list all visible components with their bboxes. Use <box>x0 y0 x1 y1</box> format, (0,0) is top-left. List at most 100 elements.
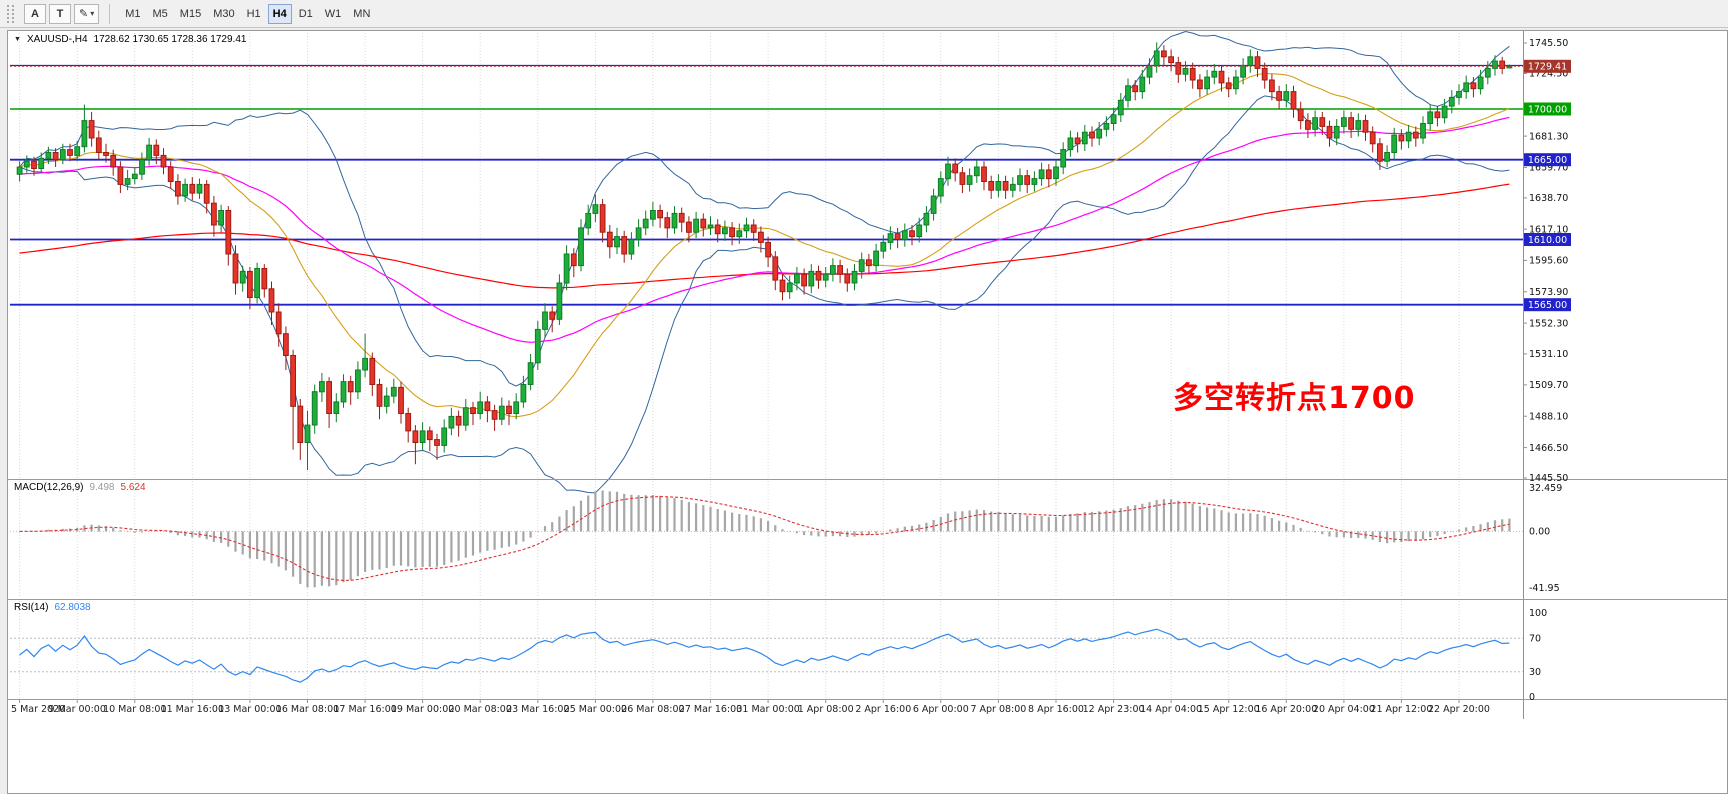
period-button-w1[interactable]: W1 <box>324 7 342 20</box>
time-tick-label: 21 Apr 12:00 <box>1370 704 1432 715</box>
chevron-down-icon: ▾ <box>90 9 95 18</box>
price-tick-label: 1681.30 <box>1529 131 1568 142</box>
bollinger-lower-line <box>19 95 1510 494</box>
fast-ma-line <box>19 72 1510 418</box>
pencil-icon: ✎ <box>79 8 89 20</box>
price-tick-label: 1659.70 <box>1529 163 1568 174</box>
chart-header: ▼ XAUUSD-,H4 1728.62 1730.65 1728.36 172… <box>14 34 246 45</box>
time-tick-label: 17 Mar 16:00 <box>333 704 396 715</box>
time-tick-label: 15 Apr 12:00 <box>1198 704 1260 715</box>
time-tick-label: 8 Apr 16:00 <box>1028 704 1084 715</box>
grid-layer <box>19 33 1460 698</box>
rsi-header: RSI(14) 62.8038 <box>14 602 91 613</box>
price-tag: 1610.00 <box>1524 233 1571 246</box>
period-button-m5[interactable]: M5 <box>152 7 168 20</box>
label-tool-button[interactable]: T <box>49 3 71 24</box>
macd-tick-label: -41.95 <box>1529 583 1560 594</box>
time-tick-label: 9 Mar 00:00 <box>49 704 106 715</box>
rsi-tick-label: 0 <box>1529 692 1535 703</box>
macd-header: MACD(12,26,9) 9.498 5.624 <box>14 482 146 493</box>
time-tick-label: 2 Apr 16:00 <box>855 704 911 715</box>
price-tick-label: 1552.30 <box>1529 318 1568 329</box>
price-tag: 1565.00 <box>1524 298 1571 312</box>
svg-text:1700.00: 1700.00 <box>1528 104 1567 115</box>
ohlc-values: 1728.62 1730.65 1728.36 1729.41 <box>93 34 247 45</box>
chart-svg[interactable]: 1745.50 1724.50 1681.30 1659.70 1638.70 1617.… <box>8 31 1728 793</box>
candles-layer <box>16 42 1513 470</box>
time-tick-label: 7 Apr 08:00 <box>970 704 1026 715</box>
price-tag: 1665.00 <box>1524 153 1571 167</box>
price-tick-label: 1595.60 <box>1529 256 1568 267</box>
rsi-line <box>19 628 1510 683</box>
period-button-m1[interactable]: M1 <box>125 7 141 20</box>
symbol-period-label: XAUUSD-,H4 <box>26 34 88 45</box>
price-tag: 1700.00 <box>1524 102 1571 116</box>
medium-ma-line <box>19 116 1510 343</box>
price-tick-label: 1573.90 <box>1529 287 1568 298</box>
svg-text:1665.00: 1665.00 <box>1528 155 1567 166</box>
rsi-tick-label: 30 <box>1529 667 1541 678</box>
indicator-lines-layer <box>19 31 1510 494</box>
time-tick-label: 20 Mar 08:00 <box>448 704 511 715</box>
text-tool-button[interactable]: A <box>24 3 46 24</box>
toolbar-separator <box>109 3 111 24</box>
rsi-tick-label: 100 <box>1529 608 1547 619</box>
macd-label: MACD(12,26,9) <box>14 482 84 493</box>
price-tick-label: 1745.50 <box>1529 38 1568 49</box>
time-tick-label: 13 Mar 00:00 <box>218 704 281 715</box>
price-tick-label: 1488.10 <box>1529 411 1568 422</box>
period-button-mn[interactable]: MN <box>353 7 371 20</box>
time-tick-label: 1 Apr 08:00 <box>798 704 854 715</box>
price-tick-label: 1509.70 <box>1529 380 1568 391</box>
chart-window: 1745.50 1724.50 1681.30 1659.70 1638.70 1617.… <box>7 30 1728 794</box>
toolbar-grip[interactable] <box>7 4 14 23</box>
time-tick-label: 31 Mar 00:00 <box>736 704 799 715</box>
period-button-m30[interactable]: M30 <box>213 7 235 20</box>
macd-signal-value: 5.624 <box>120 482 146 493</box>
bollinger-upper-line <box>19 31 1510 387</box>
rsi-panel: 100 70 30 0 <box>10 608 1547 703</box>
rsi-tick-label: 70 <box>1529 633 1541 644</box>
draw-tool-button[interactable]: ✎ ▾ <box>74 3 100 24</box>
macd-tick-label: 0.00 <box>1529 527 1550 538</box>
svg-text:1729.41: 1729.41 <box>1528 62 1567 73</box>
period-button-h4[interactable]: H4 <box>267 3 292 24</box>
time-tick-label: 22 Apr 20:00 <box>1428 704 1490 715</box>
slow-ma-line <box>19 183 1510 289</box>
collapse-triangle-icon[interactable]: ▼ <box>14 36 21 43</box>
svg-text:1565.00: 1565.00 <box>1528 300 1567 311</box>
price-tick-label: 1445.50 <box>1529 473 1568 484</box>
time-tick-label: 16 Mar 08:00 <box>276 704 339 715</box>
time-tick-label: 5 Mar 2020 <box>11 704 65 715</box>
period-button-m15[interactable]: M15 <box>179 7 202 20</box>
time-tick-label: 27 Mar 16:00 <box>679 704 742 715</box>
time-tick-label: 12 Apr 23:00 <box>1083 704 1145 715</box>
time-tick-label: 10 Mar 08:00 <box>103 704 166 715</box>
hlines-layer <box>10 64 1523 306</box>
rsi-value: 62.8038 <box>54 602 91 613</box>
period-button-d1[interactable]: D1 <box>298 7 313 20</box>
period-button-h1[interactable]: H1 <box>246 7 261 20</box>
rsi-label: RSI(14) <box>14 602 49 613</box>
price-tick-label: 1466.50 <box>1529 443 1568 454</box>
price-tag: 1729.41 <box>1524 59 1571 73</box>
time-tick-label: 19 Mar 00:00 <box>391 704 454 715</box>
macd-signal-line <box>19 496 1510 581</box>
time-tick-label: 6 Apr 00:00 <box>913 704 969 715</box>
macd-main-value: 9.498 <box>89 482 115 493</box>
time-tick-label: 26 Mar 08:00 <box>621 704 684 715</box>
price-tick-label: 1638.70 <box>1529 193 1568 204</box>
time-tick-label: 11 Mar 16:00 <box>161 704 224 715</box>
price-tick-label: 1531.10 <box>1529 349 1568 360</box>
chart-annotation[interactable]: 多空转折点1700 <box>1173 381 1416 416</box>
toolbar-periods: M1 M5 M15 M30 H1 H4 D1 W1 MN <box>120 3 375 24</box>
time-tick-label: 20 Apr 04:00 <box>1313 704 1375 715</box>
macd-tick-label: 32.459 <box>1529 483 1562 494</box>
macd-panel: 32.459 0.00 -41.95 <box>10 483 1562 594</box>
svg-text:1610.00: 1610.00 <box>1528 235 1567 246</box>
time-tick-label: 25 Mar 00:00 <box>564 704 627 715</box>
time-tick-label: 16 Apr 20:00 <box>1255 704 1317 715</box>
